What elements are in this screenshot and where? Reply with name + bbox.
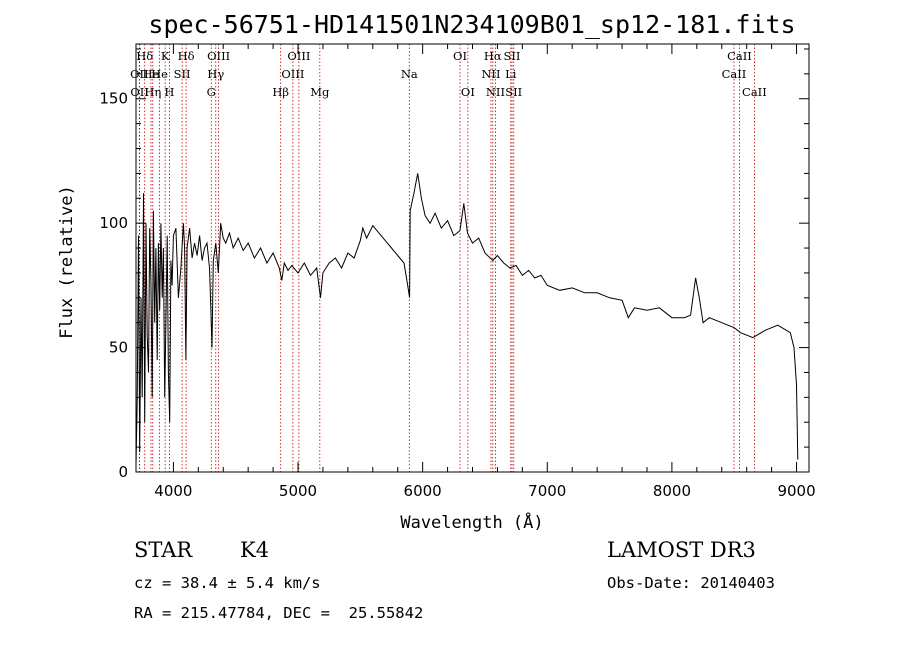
line-marker-label: NII: [481, 67, 500, 81]
line-marker-label: SII: [174, 67, 191, 81]
line-marker-label: H: [164, 85, 174, 99]
line-marker-label: G: [207, 85, 216, 99]
y-tick-label: 0: [118, 463, 128, 481]
x-tick-label: 5000: [279, 482, 317, 500]
object-class: STAR: [134, 538, 193, 562]
x-tick-label: 7000: [528, 482, 566, 500]
line-marker-label: OII: [130, 85, 149, 99]
plot-frame: [135, 43, 810, 473]
chart-title: spec-56751-HD141501N234109B01_sp12-181.f…: [148, 10, 795, 39]
line-marker-label: NII: [486, 85, 505, 99]
y-axis-ticks: 0 50 100 150: [99, 48, 809, 481]
line-marker-label: OIII: [287, 49, 310, 63]
line-marker-label: He: [151, 67, 168, 81]
y-axis-label: Flux (relative): [57, 185, 77, 339]
line-marker-label: Li: [505, 67, 517, 81]
line-marker-label: Hη: [144, 85, 161, 99]
line-marker-label: SII: [504, 49, 521, 63]
line-marker-label: K: [161, 49, 170, 63]
y-tick-label: 100: [99, 214, 128, 232]
line-marker-label: Hα: [484, 49, 502, 63]
line-marker-label: OI: [461, 85, 475, 99]
line-marker-label: Hδ: [178, 49, 195, 63]
line-marker-label: He: [143, 67, 160, 81]
x-tick-label: 6000: [404, 482, 442, 500]
line-marker-label: OIII: [207, 49, 230, 63]
line-marker-label: OI: [453, 49, 467, 63]
line-marker-label: CaII: [742, 85, 767, 99]
line-marker-label: Hδ: [136, 49, 153, 63]
y-tick-label: 150: [99, 90, 128, 108]
line-marker-label: Hγ: [207, 67, 224, 81]
x-axis-label: Wavelength (Å): [400, 511, 543, 533]
line-marker-label: CaII: [727, 49, 752, 63]
spectrum-line: [135, 173, 799, 465]
survey-name: LAMOST DR3: [607, 538, 756, 562]
line-marker-label: OIII: [281, 67, 304, 81]
observation-date: Obs-Date: 20140403: [607, 574, 775, 592]
redshift-cz: cz = 38.4 ± 5.4 km/s: [134, 574, 321, 592]
line-marker-label: Na: [401, 67, 418, 81]
line-marker-label: CaII: [722, 67, 747, 81]
coordinates: RA = 215.47784, DEC = 25.55842: [134, 604, 424, 622]
x-tick-label: 4000: [154, 482, 192, 500]
line-marker-label: Hβ: [272, 85, 289, 99]
object-subclass: K4: [240, 538, 270, 562]
x-tick-label: 9000: [777, 482, 815, 500]
x-tick-label: 8000: [653, 482, 691, 500]
spectral-line-markers: [138, 44, 755, 472]
line-marker-label: SII: [505, 85, 522, 99]
x-axis-ticks: 4000 5000 6000 7000 8000 9000: [154, 44, 816, 500]
line-marker-label: Mg: [310, 85, 330, 99]
y-tick-label: 50: [109, 339, 128, 357]
